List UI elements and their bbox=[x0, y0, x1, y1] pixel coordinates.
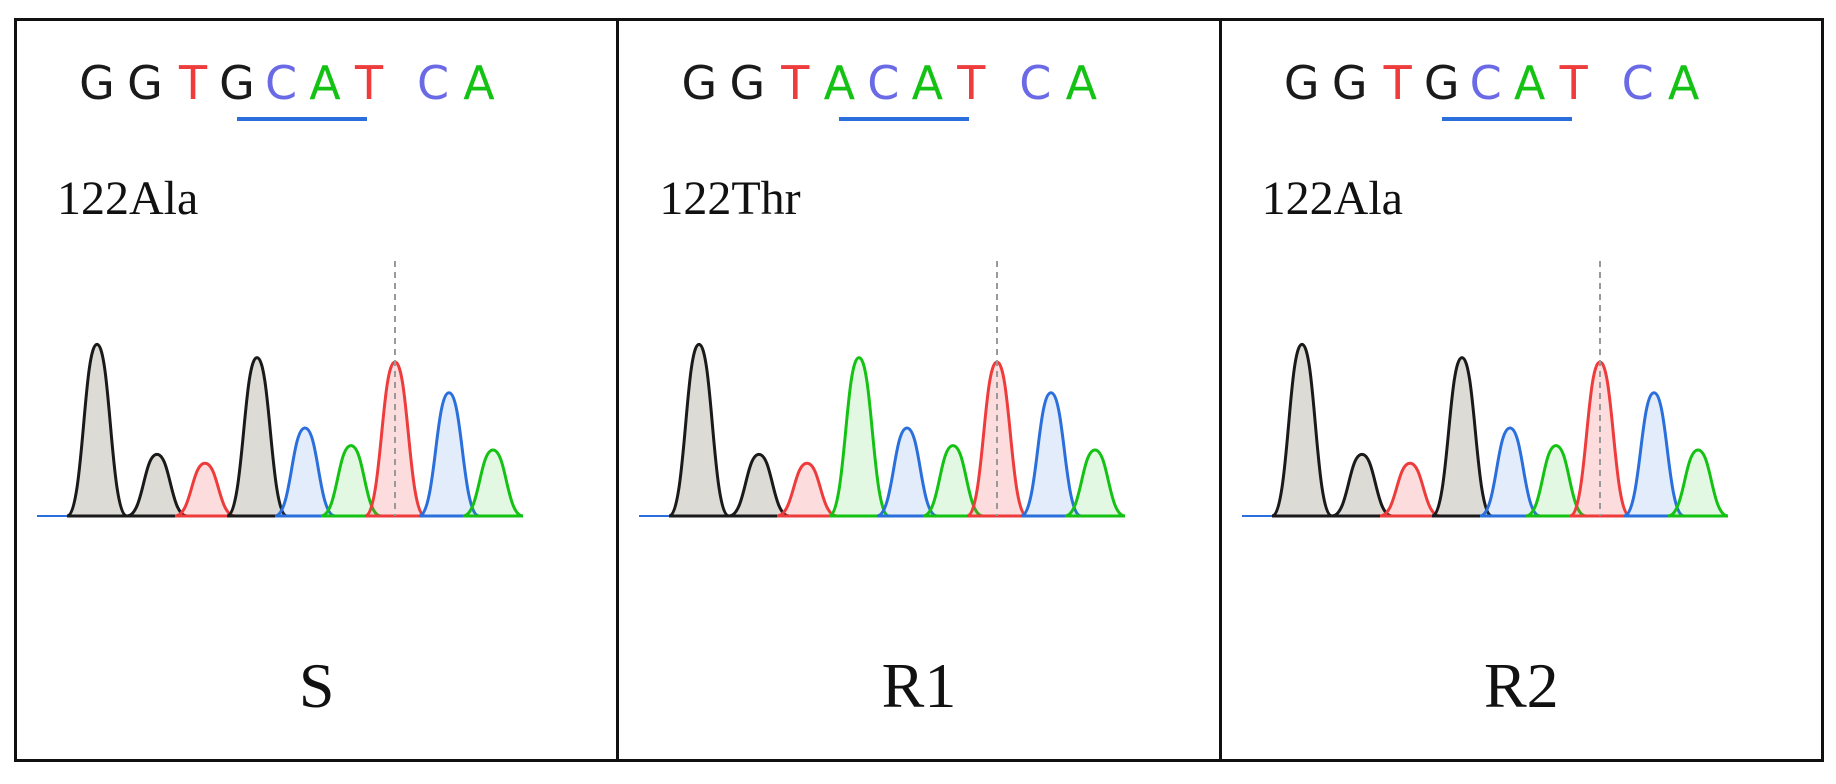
base-call: A bbox=[1513, 56, 1546, 110]
peak-c bbox=[876, 426, 938, 518]
panel-s: G G T G C A T C A 122Ala S bbox=[17, 21, 620, 759]
base-call: A bbox=[463, 56, 495, 110]
base-call: T bbox=[781, 56, 810, 110]
base-call: G bbox=[1423, 56, 1460, 110]
base-call: C bbox=[867, 56, 900, 110]
peak-a bbox=[1064, 448, 1126, 518]
peak-c bbox=[1622, 391, 1685, 518]
peak-g bbox=[1270, 342, 1333, 518]
base-call: T bbox=[178, 56, 208, 110]
codon-underline bbox=[237, 117, 367, 121]
base-call: T bbox=[1383, 56, 1412, 110]
base-call: T bbox=[354, 56, 384, 110]
base-call: T bbox=[1559, 56, 1588, 110]
base-call: G bbox=[219, 56, 255, 110]
base-call: A bbox=[1667, 56, 1700, 110]
peak-t bbox=[1379, 461, 1441, 518]
base-call: A bbox=[1065, 56, 1098, 110]
codon-annotation: 122Ala bbox=[1261, 172, 1403, 225]
base-call: G bbox=[127, 56, 163, 110]
base-call: C bbox=[1469, 56, 1502, 110]
chromatogram-figure: G G T G C A T C A 122Ala S G G T A C A T… bbox=[14, 18, 1824, 762]
sample-label: R1 bbox=[881, 650, 957, 721]
codon-annotation: 122Ala bbox=[57, 172, 199, 225]
peak-a bbox=[462, 448, 524, 518]
base-call: A bbox=[309, 56, 341, 110]
peak-a bbox=[1667, 448, 1729, 518]
peak-c bbox=[274, 426, 336, 518]
codon-underline bbox=[839, 117, 970, 121]
peak-g bbox=[728, 452, 790, 518]
peak-g bbox=[668, 342, 731, 518]
peak-g bbox=[1430, 356, 1493, 518]
chromatogram-trace bbox=[639, 261, 1126, 518]
peak-t bbox=[776, 461, 838, 518]
base-call: G bbox=[1283, 56, 1320, 110]
peak-g bbox=[66, 342, 128, 518]
base-call: G bbox=[681, 56, 718, 110]
base-call: A bbox=[823, 56, 856, 110]
peak-g bbox=[126, 452, 188, 518]
base-call: G bbox=[79, 56, 115, 110]
peak-g bbox=[1331, 452, 1393, 518]
chromatogram-trace bbox=[1241, 261, 1729, 518]
base-call: C bbox=[1621, 56, 1654, 110]
base-call: A bbox=[911, 56, 944, 110]
panel-r1: G G T A C A T C A 122Thr R1 bbox=[619, 21, 1222, 759]
panel-r2: G G T G C A T C A 122Ala R2 bbox=[1222, 21, 1821, 759]
peak-a bbox=[828, 356, 891, 518]
base-call: T bbox=[957, 56, 986, 110]
peak-c bbox=[1020, 391, 1083, 518]
peak-c bbox=[1479, 426, 1541, 518]
codon-annotation: 122Thr bbox=[659, 172, 801, 225]
base-call: G bbox=[1331, 56, 1368, 110]
sample-label: S bbox=[298, 650, 335, 721]
base-call: G bbox=[729, 56, 766, 110]
peak-c bbox=[418, 391, 480, 518]
codon-underline bbox=[1441, 117, 1572, 121]
chromatogram-trace bbox=[37, 261, 524, 518]
base-call: C bbox=[1019, 56, 1052, 110]
base-call: C bbox=[264, 56, 298, 110]
base-call: C bbox=[416, 56, 450, 110]
peak-g bbox=[226, 356, 288, 518]
peak-t bbox=[174, 461, 236, 518]
sample-label: R2 bbox=[1483, 650, 1559, 721]
